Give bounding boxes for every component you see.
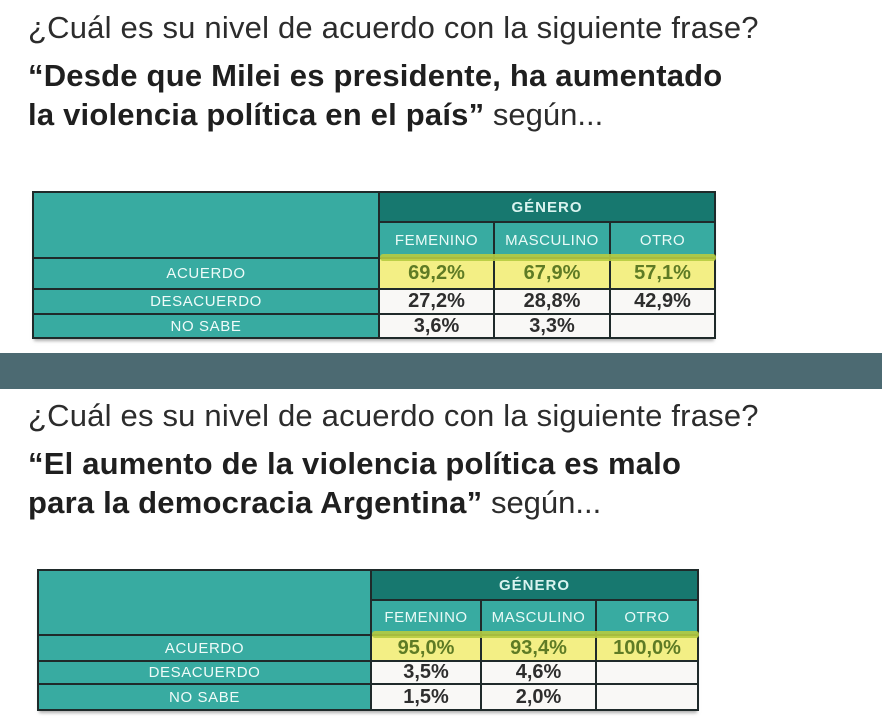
corner-cell (34, 193, 380, 259)
col-header-otro: OTRO (611, 223, 716, 259)
gender-table-1: GÉNERO FEMENINO MASCULINO OTRO ACUERDO 6… (32, 191, 716, 339)
quote-text-2: “El aumento de la violencia política es … (28, 444, 862, 522)
value-cell-no-sabe-otro (597, 685, 699, 711)
col-header-otro: OTRO (597, 601, 699, 636)
gender-group-header: GÉNERO (380, 193, 716, 223)
gender-table-2: GÉNERO FEMENINO MASCULINO OTRO ACUERDO 9… (37, 569, 699, 711)
value-cell-acuerdo-otro: 100,0% (597, 636, 699, 662)
question-block-1: ¿Cuál es su nivel de acuerdo con la sigu… (28, 8, 862, 134)
quote-suffix: según... (482, 485, 602, 520)
value-cell-desacuerdo-masculino: 4,6% (482, 662, 597, 685)
value-cell-acuerdo-masculino: 93,4% (482, 636, 597, 662)
question-text-1: ¿Cuál es su nivel de acuerdo con la sigu… (28, 10, 759, 45)
col-header-femenino: FEMENINO (372, 601, 482, 636)
question-text-2: ¿Cuál es su nivel de acuerdo con la sigu… (28, 398, 759, 433)
value-cell-acuerdo-otro: 57,1% (611, 259, 716, 290)
row-label-no-sabe: NO SABE (39, 685, 372, 711)
col-header-masculino: MASCULINO (495, 223, 611, 259)
row-label-desacuerdo: DESACUERDO (39, 662, 372, 685)
col-header-masculino: MASCULINO (482, 601, 597, 636)
value-cell-desacuerdo-femenino: 3,5% (372, 662, 482, 685)
quote-line-2: la violencia política en el país” (28, 97, 485, 132)
row-label-acuerdo: ACUERDO (39, 636, 372, 662)
quote-text-1: “Desde que Milei es presidente, ha aumen… (28, 56, 862, 134)
value-cell-acuerdo-femenino: 95,0% (372, 636, 482, 662)
quote-line-1: “Desde que Milei es presidente, ha aumen… (28, 58, 723, 93)
value-cell-desacuerdo-otro: 42,9% (611, 290, 716, 315)
value-cell-no-sabe-femenino: 3,6% (380, 315, 495, 339)
value-cell-no-sabe-masculino: 2,0% (482, 685, 597, 711)
question-block-2: ¿Cuál es su nivel de acuerdo con la sigu… (28, 396, 862, 522)
row-label-acuerdo: ACUERDO (34, 259, 380, 290)
value-cell-no-sabe-femenino: 1,5% (372, 685, 482, 711)
quote-line-2: para la democracia Argentina” (28, 485, 483, 520)
col-header-femenino: FEMENINO (380, 223, 495, 259)
value-cell-acuerdo-masculino: 67,9% (495, 259, 611, 290)
row-label-desacuerdo: DESACUERDO (34, 290, 380, 315)
gender-group-header: GÉNERO (372, 571, 699, 601)
section-divider-bar (0, 353, 882, 389)
quote-line-1: “El aumento de la violencia política es … (28, 446, 682, 481)
quote-suffix: según... (484, 97, 604, 132)
value-cell-no-sabe-otro (611, 315, 716, 339)
value-cell-desacuerdo-otro (597, 662, 699, 685)
value-cell-desacuerdo-femenino: 27,2% (380, 290, 495, 315)
corner-cell (39, 571, 372, 636)
value-cell-no-sabe-masculino: 3,3% (495, 315, 611, 339)
value-cell-desacuerdo-masculino: 28,8% (495, 290, 611, 315)
row-label-no-sabe: NO SABE (34, 315, 380, 339)
value-cell-acuerdo-femenino: 69,2% (380, 259, 495, 290)
